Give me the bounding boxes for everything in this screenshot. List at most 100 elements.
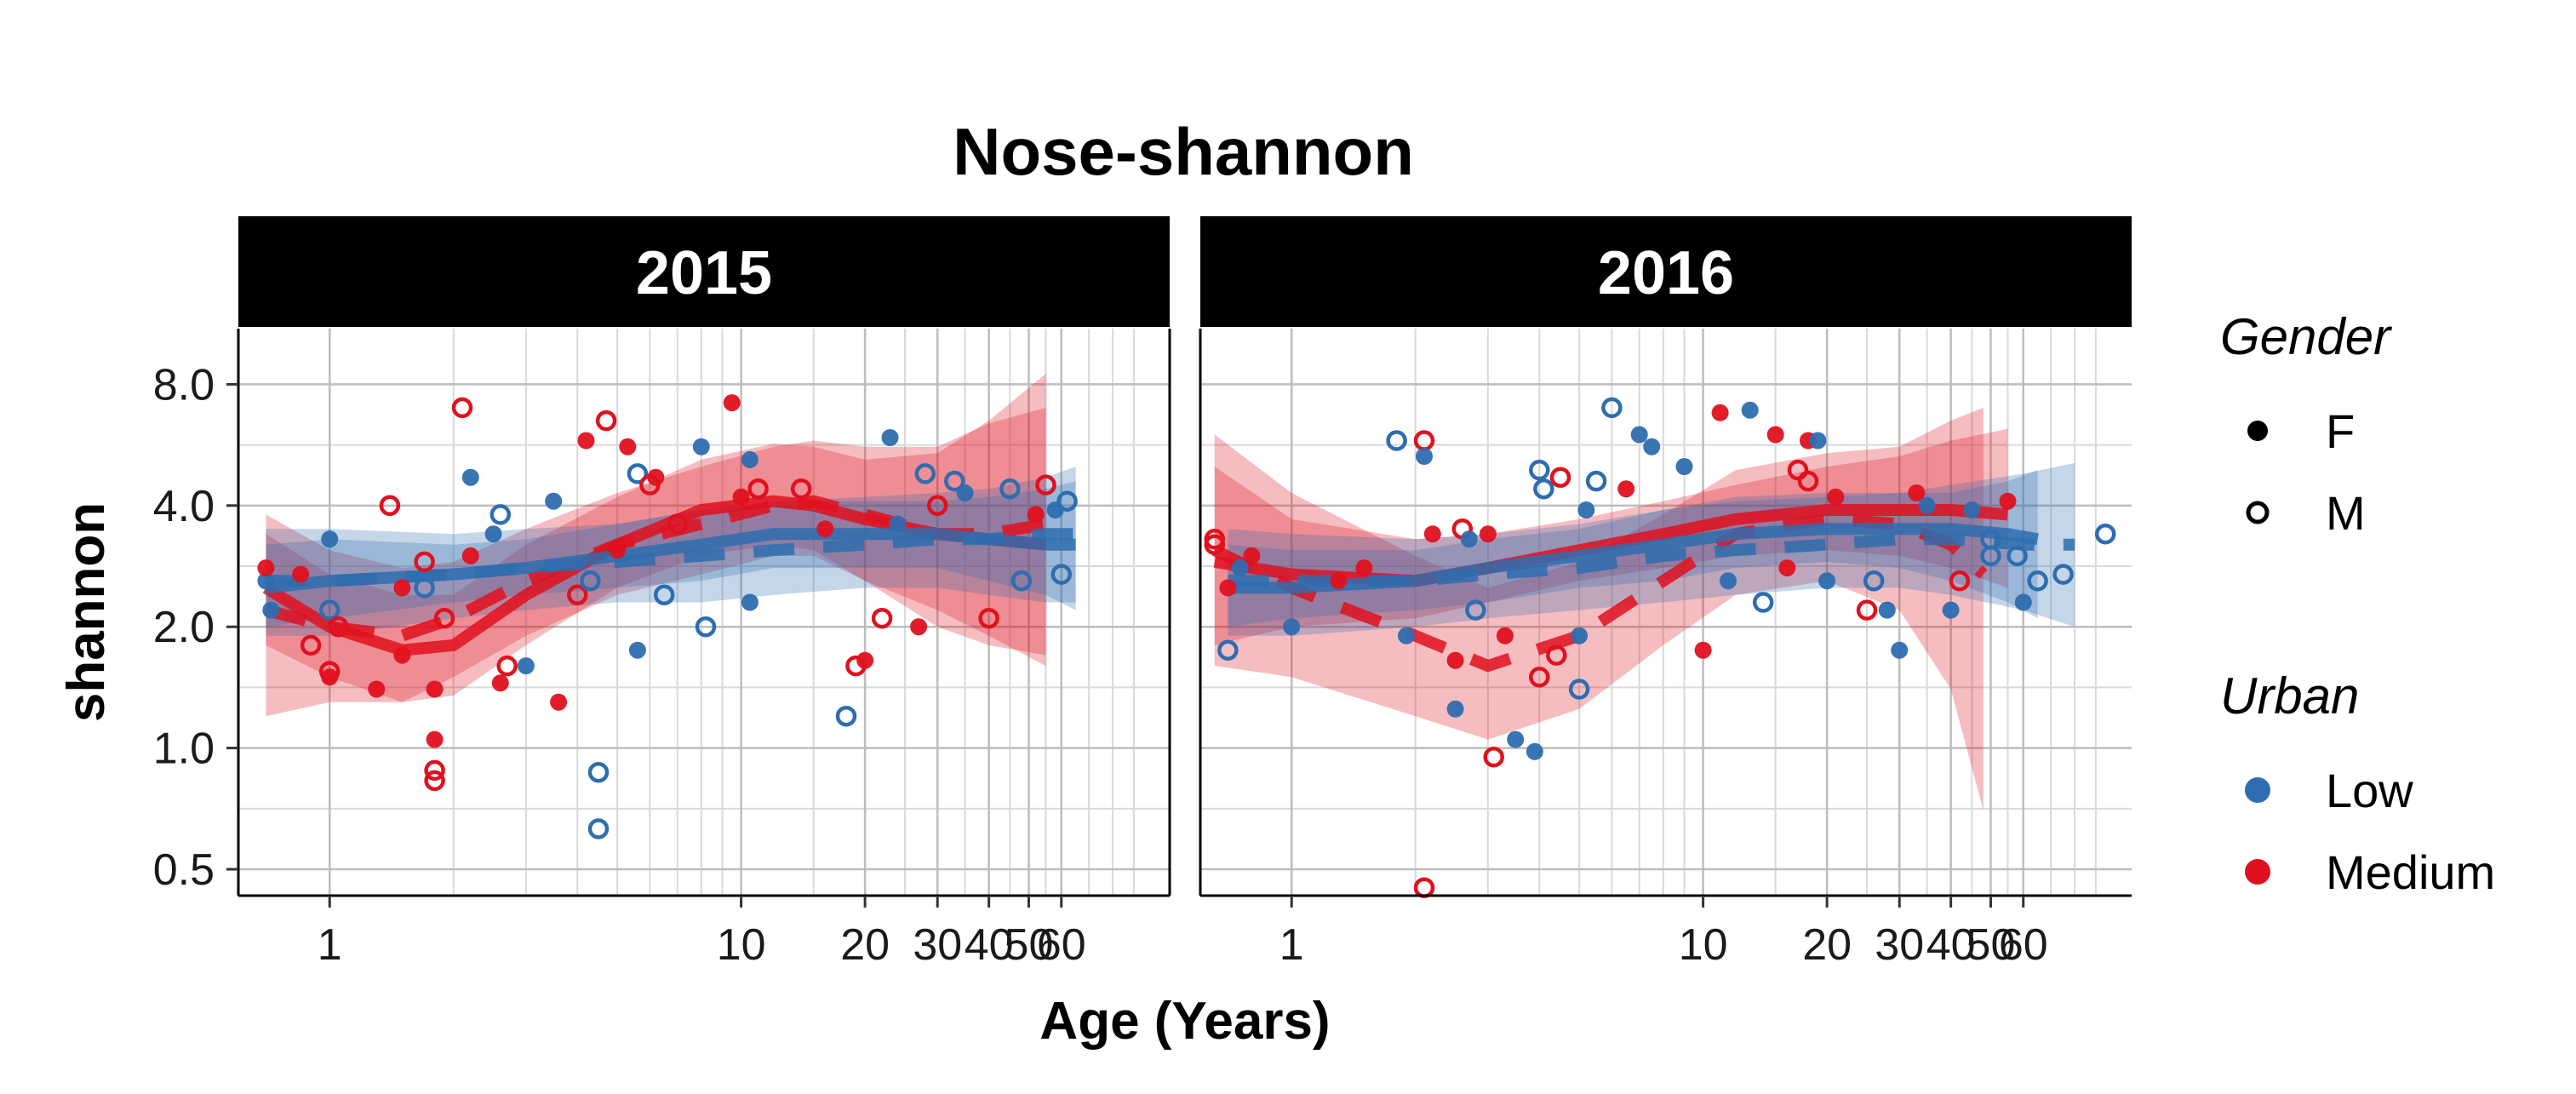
data-point bbox=[517, 657, 535, 675]
data-point bbox=[393, 579, 411, 597]
data-point bbox=[1526, 742, 1543, 760]
x-tick-label: 10 bbox=[1679, 920, 1728, 970]
data-point bbox=[1483, 746, 1504, 768]
data-point bbox=[1818, 572, 1836, 590]
data-point bbox=[1617, 480, 1635, 498]
data-point bbox=[550, 693, 568, 711]
data-point bbox=[587, 761, 610, 783]
data-point bbox=[627, 463, 649, 484]
data-point bbox=[577, 432, 595, 450]
data-point bbox=[1529, 459, 1550, 481]
legend-key-low bbox=[2245, 777, 2270, 803]
x-tick-label: 60 bbox=[1037, 920, 1086, 970]
data-point bbox=[1231, 559, 1249, 577]
data-point bbox=[2006, 545, 2028, 567]
data-point bbox=[889, 515, 907, 533]
x-axis-title: Age (Years) bbox=[1039, 992, 1330, 1051]
legend-title-urban: Urban bbox=[2220, 667, 2359, 725]
legend-label-low: Low bbox=[2326, 764, 2413, 817]
data-point bbox=[1809, 432, 1827, 450]
data-point bbox=[1891, 641, 1909, 659]
data-point bbox=[379, 495, 401, 517]
x-tick-label: 20 bbox=[1802, 920, 1852, 970]
data-point bbox=[1529, 667, 1550, 688]
data-point bbox=[1416, 448, 1433, 465]
y-tick-label: 4.0 bbox=[153, 482, 215, 531]
data-point bbox=[1386, 430, 1407, 451]
data-point bbox=[1778, 559, 1796, 577]
data-point bbox=[944, 470, 965, 492]
data-point bbox=[321, 530, 339, 548]
data-point bbox=[1980, 545, 2001, 567]
data-point bbox=[424, 770, 445, 792]
panel-background-2015 bbox=[238, 329, 1170, 896]
points-2016 bbox=[1204, 397, 2116, 898]
data-point bbox=[1217, 639, 1239, 661]
data-point bbox=[1963, 501, 1981, 518]
data-point bbox=[461, 468, 479, 486]
strip-label-2016: 2016 bbox=[1598, 239, 1734, 307]
data-point bbox=[1533, 478, 1554, 500]
chart-title: Nose-shannon bbox=[953, 114, 1414, 189]
x-tick-label: 30 bbox=[1875, 920, 1924, 970]
data-point bbox=[1918, 496, 1936, 514]
legend-key-f bbox=[2247, 421, 2268, 441]
x-tick-label: 50 bbox=[1966, 920, 2016, 970]
data-point bbox=[695, 616, 717, 638]
data-point bbox=[2094, 523, 2116, 545]
x-tick-label: 20 bbox=[840, 920, 890, 970]
fit-line-low-m bbox=[1228, 533, 2075, 587]
data-point bbox=[816, 520, 834, 538]
data-point bbox=[461, 547, 479, 564]
data-point bbox=[1423, 525, 1441, 543]
data-point bbox=[1999, 492, 2017, 510]
data-point bbox=[1741, 401, 1759, 419]
data-point bbox=[424, 759, 445, 782]
data-point bbox=[999, 478, 1021, 500]
data-point bbox=[1035, 474, 1056, 495]
x-tick-label: 60 bbox=[1999, 920, 2048, 970]
legend-key-medium bbox=[2245, 859, 2270, 885]
data-point bbox=[1643, 438, 1661, 455]
data-point bbox=[1355, 559, 1373, 577]
data-point bbox=[619, 438, 637, 455]
data-point bbox=[426, 730, 444, 748]
data-point bbox=[647, 468, 665, 486]
data-point bbox=[1711, 404, 1729, 421]
data-point bbox=[1797, 470, 1819, 492]
data-point bbox=[489, 504, 512, 525]
data-point bbox=[318, 599, 341, 621]
gridlines-2015 bbox=[238, 329, 1170, 896]
data-point bbox=[871, 607, 893, 629]
y-ticks: 0.5 1.0 2.0 4.0 8.0 bbox=[153, 360, 238, 895]
data-point bbox=[1056, 490, 1078, 512]
ribbon-medium-f bbox=[266, 374, 1046, 702]
data-point bbox=[1465, 599, 1486, 621]
fit-line-medium-m bbox=[1211, 513, 1988, 673]
data-point bbox=[1446, 700, 1464, 718]
data-point bbox=[1398, 627, 1415, 644]
data-point bbox=[881, 429, 899, 446]
data-point bbox=[262, 601, 280, 619]
x-tick-label: 10 bbox=[717, 920, 766, 970]
data-point bbox=[1496, 627, 1514, 644]
data-point bbox=[1827, 488, 1845, 506]
data-point bbox=[1949, 570, 1971, 592]
points-2015 bbox=[257, 394, 1078, 839]
data-point bbox=[926, 495, 948, 517]
data-point bbox=[741, 450, 758, 468]
x-tick-label: 50 bbox=[1005, 920, 1054, 970]
data-point bbox=[856, 651, 874, 669]
legend-label-medium: Medium bbox=[2326, 845, 2495, 899]
x-tick-label: 1 bbox=[1279, 920, 1304, 970]
data-point bbox=[1630, 426, 1648, 444]
data-point bbox=[790, 478, 812, 500]
data-point bbox=[1577, 501, 1595, 518]
data-point bbox=[2052, 564, 2074, 585]
data-point bbox=[292, 565, 310, 583]
y-tick-label: 1.0 bbox=[153, 725, 215, 774]
data-point bbox=[1878, 601, 1896, 619]
x-tick-label: 30 bbox=[913, 920, 962, 970]
